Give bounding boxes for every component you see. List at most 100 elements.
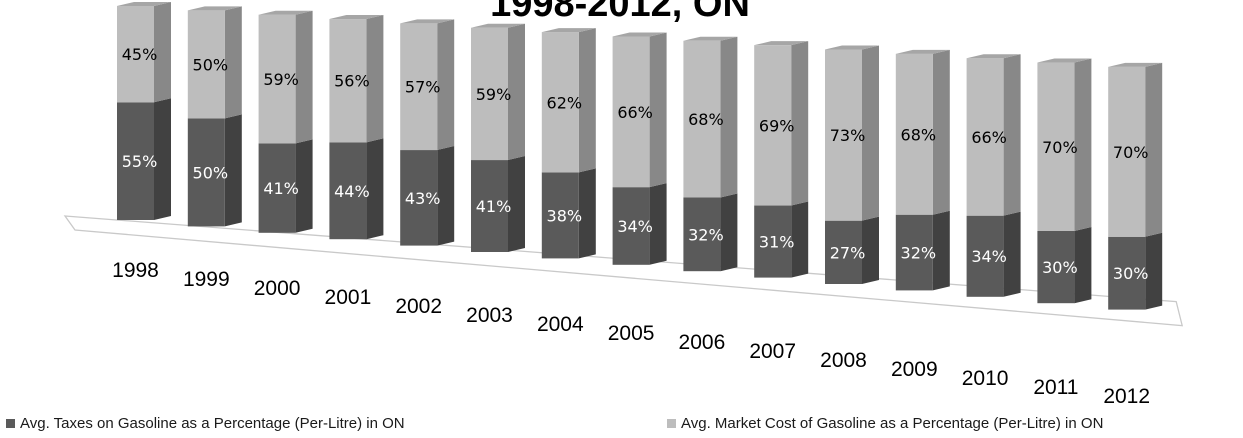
bar-top-2001 (329, 15, 384, 20)
label-taxes-2002: 43% (405, 189, 441, 208)
x-tick-2002: 2002 (395, 295, 442, 318)
label-taxes-2009: 32% (901, 244, 937, 263)
bar-market-2012 (1108, 66, 1146, 237)
x-tick-2001: 2001 (325, 286, 372, 309)
bar-stack-2012 (1108, 62, 1163, 310)
bar-market-1999 (187, 10, 225, 119)
bar-top-1998 (117, 2, 171, 6)
bar-taxes-2010 (966, 215, 1004, 297)
bar-top-2000 (258, 10, 313, 15)
label-market-2001: 56% (334, 72, 370, 91)
bar-taxes-2002 (400, 150, 438, 246)
bar-taxes-2001 (329, 142, 367, 240)
chart-bars (117, 2, 1163, 310)
bar-market-2000 (258, 14, 296, 144)
bar-taxes-2007 (754, 205, 792, 278)
bar-taxes-2011-side (1074, 227, 1092, 304)
bar-stack-2003 (471, 23, 525, 252)
label-market-2007: 69% (759, 116, 795, 135)
bar-top-2006 (683, 36, 738, 41)
bar-market-1998-side (154, 2, 171, 103)
x-tick-2003: 2003 (466, 304, 513, 327)
bar-market-2004-side (578, 28, 596, 173)
bar-stack-1998 (117, 2, 171, 220)
bar-stack-2008 (825, 45, 879, 284)
bar-top-1999 (187, 6, 242, 11)
bar-taxes-2004-side (578, 168, 596, 259)
bar-top-2010 (966, 54, 1021, 59)
legend-label-market-cost: Avg. Market Cost of Gasoline as a Percen… (681, 414, 1104, 432)
bar-top-2003 (471, 23, 525, 28)
bar-market-2008 (825, 49, 862, 221)
label-market-2008: 73% (830, 126, 866, 145)
bar-market-2003 (471, 27, 508, 161)
label-taxes-2007: 31% (759, 233, 795, 252)
bar-stack-2011 (1037, 58, 1092, 304)
label-taxes-2000: 41% (263, 179, 299, 198)
bar-taxes-2012 (1108, 236, 1146, 310)
bar-market-2012-side (1145, 62, 1163, 237)
bar-taxes-2009 (895, 214, 933, 291)
label-market-2005: 66% (617, 103, 653, 122)
bar-market-2002-side (437, 19, 455, 151)
bar-market-2009-side (932, 49, 950, 215)
bar-market-2001-side (366, 15, 384, 143)
legend-swatch-taxes (6, 418, 15, 428)
label-taxes-2011: 30% (1042, 258, 1078, 277)
label-market-2003: 59% (476, 85, 512, 104)
label-taxes-2001: 44% (334, 182, 370, 201)
bar-taxes-2006-side (720, 193, 738, 272)
label-taxes-2005: 34% (617, 217, 653, 236)
bar-stack-2002 (400, 19, 455, 246)
label-taxes-2006: 32% (688, 225, 724, 244)
bar-market-2009 (895, 53, 933, 215)
label-taxes-2003: 41% (476, 197, 512, 216)
bar-top-2009 (895, 49, 950, 54)
label-market-2006: 68% (688, 110, 724, 129)
x-tick-2000: 2000 (254, 277, 301, 300)
bar-market-1999-side (224, 6, 242, 119)
legend-swatch-market-cost (667, 418, 676, 428)
bar-market-2006 (683, 40, 721, 198)
bar-market-2007 (754, 45, 792, 206)
bar-taxes-2010-side (1003, 211, 1021, 297)
bar-market-2005 (612, 36, 650, 188)
x-tick-2009: 2009 (891, 358, 938, 381)
bar-top-2005 (612, 32, 667, 37)
label-market-2009: 68% (901, 125, 937, 144)
label-taxes-2012: 30% (1113, 264, 1149, 283)
bar-market-2002 (400, 23, 438, 151)
label-market-2010: 66% (971, 128, 1007, 147)
legend-item-taxes: Avg. Taxes on Gasoline as a Percentage (… (6, 412, 405, 434)
label-market-1999: 50% (193, 55, 229, 74)
legend-label-taxes: Avg. Taxes on Gasoline as a Percentage (… (20, 414, 405, 432)
bar-taxes-2008 (825, 220, 862, 284)
bar-taxes-1998-side (154, 98, 171, 220)
bar-market-2003-side (508, 23, 525, 161)
x-tick-1999: 1999 (183, 268, 230, 291)
bar-top-2004 (541, 28, 596, 33)
bar-taxes-1998 (117, 102, 154, 220)
label-taxes-2004: 38% (547, 206, 583, 225)
bar-market-2010 (966, 58, 1004, 216)
bar-taxes-2009-side (932, 210, 950, 291)
bar-stack-2007 (754, 41, 809, 278)
label-taxes-1998: 55% (122, 152, 158, 171)
bar-market-2011-side (1074, 58, 1092, 232)
bar-market-1998 (117, 6, 154, 103)
bar-market-2005-side (649, 32, 667, 188)
bar-taxes-2003 (471, 160, 508, 252)
x-tick-2008: 2008 (820, 349, 867, 372)
bar-stack-1999 (187, 6, 242, 227)
x-tick-2006: 2006 (679, 331, 726, 354)
x-tick-2011: 2011 (1033, 376, 1078, 399)
bar-market-2010-side (1003, 54, 1021, 216)
bar-market-2001 (329, 19, 367, 143)
bar-market-2006-side (720, 36, 738, 198)
label-market-2011: 70% (1042, 138, 1078, 157)
legend-item-market-cost: Avg. Market Cost of Gasoline as a Percen… (667, 412, 1103, 434)
bar-taxes-1999-side (224, 114, 242, 227)
bar-taxes-2011 (1037, 231, 1075, 304)
label-market-2000: 59% (263, 70, 299, 89)
